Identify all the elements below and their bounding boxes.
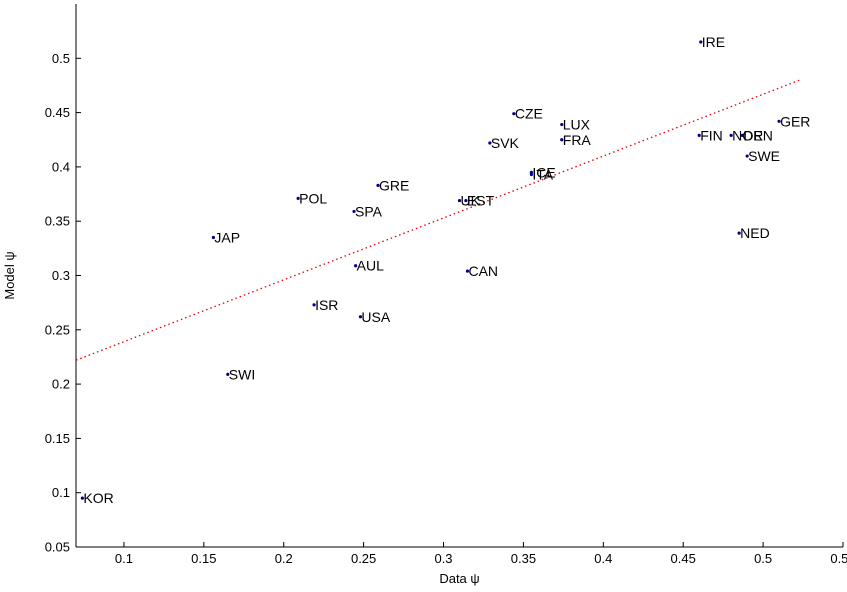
data-point [465,269,470,273]
y-tick-label: 0.2 [52,377,70,392]
x-tick-label: 0.55 [830,551,847,566]
data-point [226,372,230,376]
y-tick-label: 0.1 [52,485,70,500]
y-axis-label: Model ψ [2,251,17,299]
data-point [211,235,216,240]
point-label: SPA [355,203,383,219]
point-label: LUX [563,117,591,133]
point-label: SWI [229,366,255,382]
x-tick-label: 0.5 [754,551,772,566]
data-point [354,264,358,268]
data-point [352,209,356,214]
data-point [699,40,703,44]
x-tick-label: 0.1 [115,551,133,566]
point-label: EST [467,193,495,209]
data-point [740,133,744,138]
point-label: POL [299,190,327,206]
data-point [376,183,380,187]
point-label: FRA [563,132,592,148]
point-label: ISR [315,297,338,313]
y-tick-label: 0.25 [45,322,70,337]
data-point [312,303,316,307]
data-point [737,231,741,235]
point-label: KOR [83,490,113,506]
point-label: DEN [743,127,773,143]
data-point [777,119,781,123]
data-point [464,198,468,203]
x-tick-label: 0.15 [191,551,216,566]
x-tick-label: 0.2 [275,551,293,566]
point-label: GRE [379,177,409,193]
y-tick-label: 0.5 [52,51,70,66]
x-tick-label: 0.45 [671,551,696,566]
point-label: CZE [515,106,543,122]
data-point [488,141,492,145]
data-point [560,122,564,127]
point-label: JAP [214,229,240,245]
y-tick-label: 0.15 [45,431,70,446]
data-point [745,154,749,158]
point-label: ICE [532,164,555,180]
x-tick-label: 0.3 [434,551,452,566]
data-point [296,196,300,200]
point-label: CAN [468,263,498,279]
data-point [457,198,462,203]
data-point [697,133,701,138]
data-point [80,496,84,500]
y-tick-label: 0.4 [52,159,70,174]
point-label: ITA [532,167,553,183]
point-label: NED [740,225,770,241]
fit-line [75,79,801,361]
point-label: IRE [702,34,725,50]
plot-axes: 0.1 0.15 0.2 0.25 0.3 0.35 0.4 0.45 0.5 0.55 0.05 0… [45,4,847,566]
x-tick-label: 0.4 [594,551,612,566]
data-point [529,172,534,177]
point-label: AUL [357,258,384,274]
point-label: GER [780,113,810,129]
data-point [560,138,564,142]
x-tick-label: 0.25 [351,551,376,566]
point-label: NOR [732,127,763,143]
data-point [358,315,363,319]
data-point [512,112,516,116]
point-label: SWE [748,148,780,164]
point-label: UK [461,193,481,209]
point-label: USA [361,309,390,325]
y-tick-label: 0.45 [45,105,70,120]
data-point [729,133,733,138]
point-label: SVK [491,135,520,151]
y-tick-label: 0.35 [45,214,70,229]
y-tick-label: 0.3 [52,268,70,283]
x-tick-label: 0.35 [511,551,536,566]
y-tick-label: 0.05 [45,540,70,555]
point-label: FIN [700,127,723,143]
x-axis-label: Data ψ [439,571,479,586]
